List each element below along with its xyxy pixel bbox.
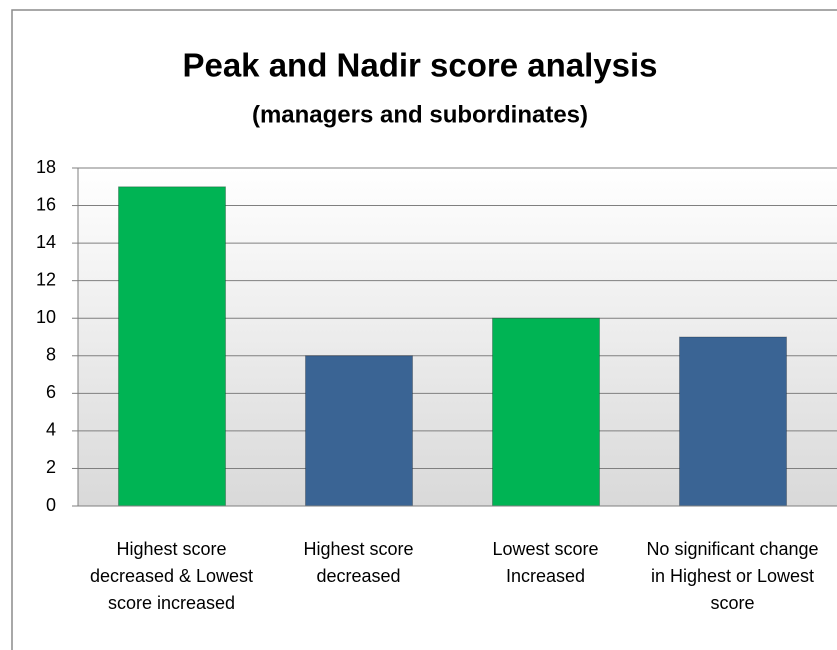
x-tick-label: Highest score decreased [303, 539, 414, 586]
y-tick-label: 12 [36, 269, 56, 289]
bar [118, 186, 226, 507]
y-tick-label: 18 [36, 157, 56, 177]
y-tick-label: 0 [46, 495, 56, 515]
bar [492, 317, 600, 507]
y-tick-label: 2 [46, 457, 56, 477]
bar [305, 355, 413, 507]
y-tick-label: 6 [46, 382, 56, 402]
y-tick-label: 16 [36, 194, 56, 214]
y-tick-label: 4 [46, 420, 56, 440]
bar [679, 336, 787, 507]
chart-title: Peak and Nadir score analysis [182, 47, 657, 84]
x-tick-label: Highest score decreased & Lowest score i… [89, 539, 254, 613]
y-tick-label: 8 [46, 345, 56, 365]
y-tick-label: 14 [36, 232, 56, 252]
y-tick-label: 10 [36, 307, 56, 327]
chart-subtitle: (managers and subordinates) [252, 101, 588, 128]
x-tick-label: Lowest score Increased [492, 539, 599, 586]
x-tick-label: No significant change in Highest or Lowe… [646, 539, 819, 613]
